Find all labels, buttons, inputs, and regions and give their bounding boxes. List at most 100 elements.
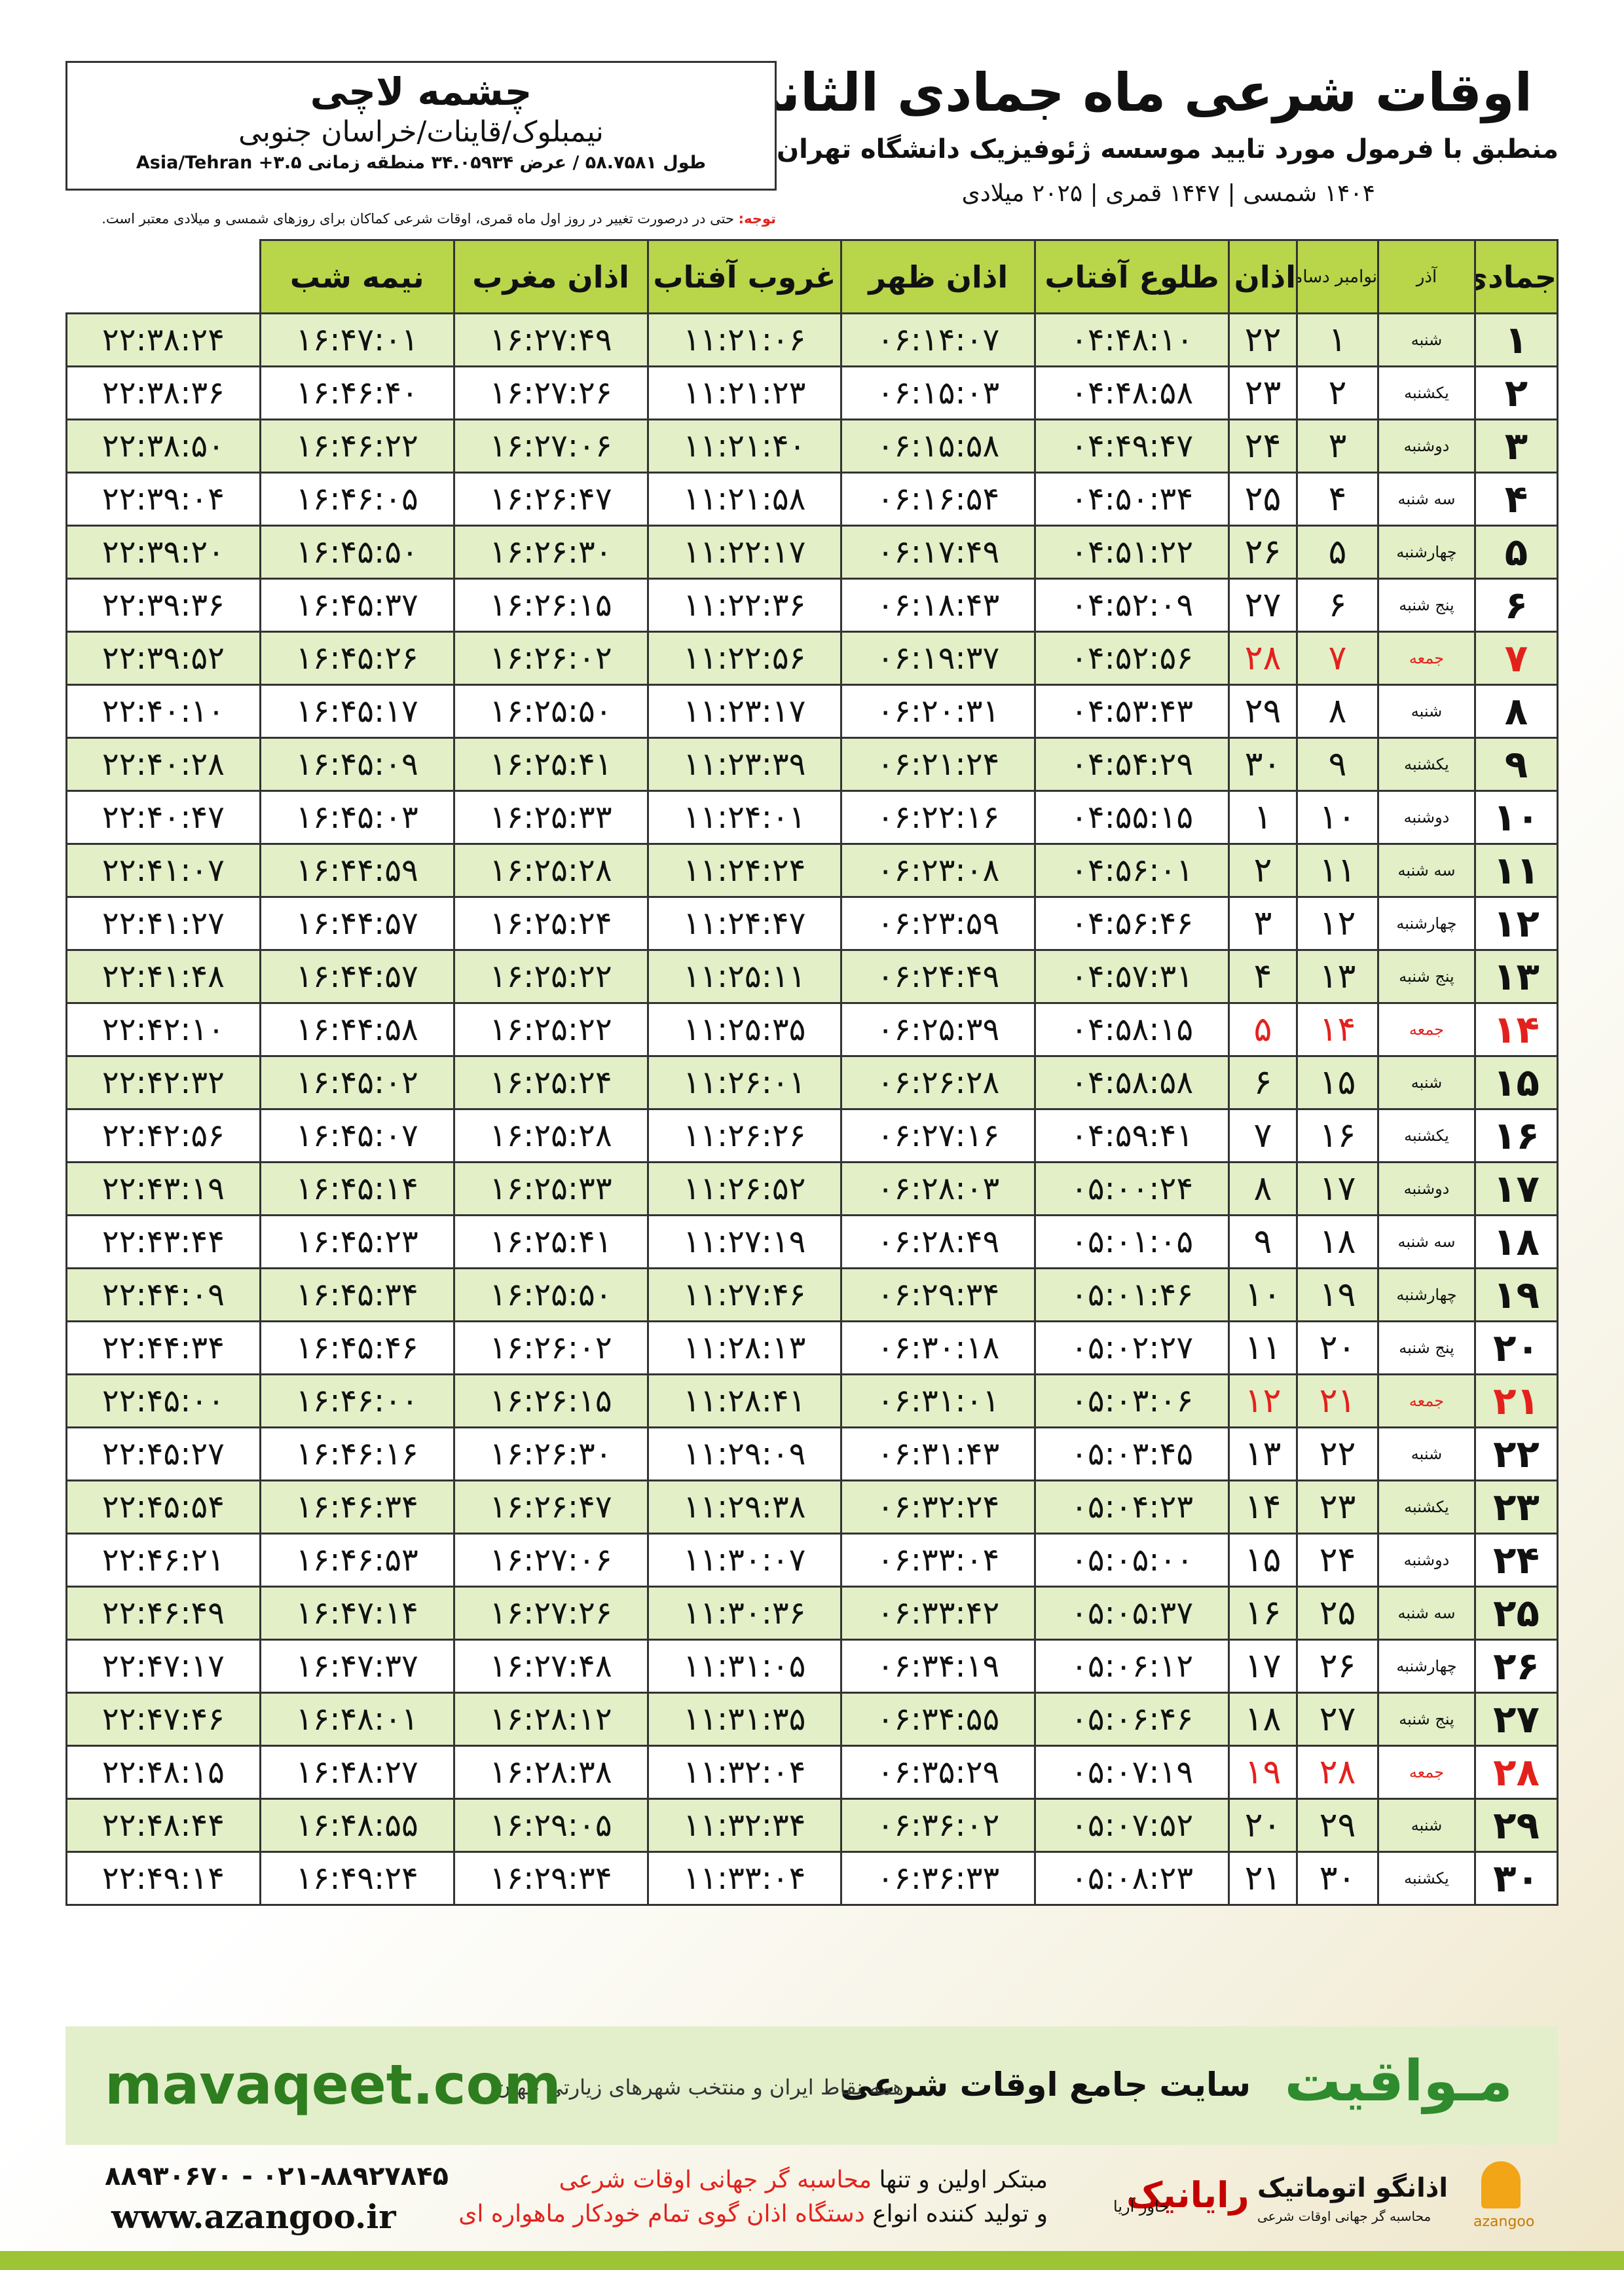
table-cell: ۱۶:۲۹:۳۴: [452, 1851, 649, 1906]
table-cell: ۲۹: [1228, 684, 1298, 739]
table-cell: ۱۶:۲۷:۰۶: [452, 1533, 649, 1588]
table-cell: ۰۶:۱۹:۳۷: [840, 631, 1037, 686]
table-cell: ۲۹: [1296, 1798, 1379, 1853]
table-cell: ۲: [1228, 843, 1298, 898]
table-cell: ۱۶: [1474, 1108, 1559, 1163]
table-cell: جمعه: [1377, 631, 1476, 686]
table-cell: ۱۱:۳۲:۳۴: [646, 1798, 843, 1853]
table-cell: ۱۶:۲۶:۳۰: [452, 525, 649, 580]
table-cell: ۲: [1296, 365, 1379, 420]
table-cell: ۲۰: [1296, 1320, 1379, 1375]
table-cell: ۱۱:۳۰:۰۷: [646, 1533, 843, 1588]
table-cell: ۲۳: [1296, 1479, 1379, 1535]
column-header: اذان مغرب: [452, 239, 649, 314]
table-cell: ۱۹: [1474, 1267, 1559, 1322]
table-cell: ۲۲:۳۹:۰۴: [65, 472, 261, 527]
table-cell: ۲۲:۴۱:۴۸: [65, 949, 261, 1004]
table-cell: جمعه: [1377, 1002, 1476, 1057]
footer-highlight: دستگاه اذان گوی تمام خودکار ماهواره ای: [458, 2201, 865, 2227]
table-cell: ۱۴: [1474, 1002, 1559, 1057]
table-cell: ۱۶:۲۶:۳۰: [452, 1426, 649, 1481]
table-cell: ۱۱:۲۸:۱۳: [646, 1320, 843, 1375]
table-cell: ۱۶:۲۵:۲۸: [452, 1108, 649, 1163]
banner-tagline: سایت جامع اوقات شرعی: [840, 2066, 1251, 2104]
table-cell: ۱۶:۴۸:۵۵: [259, 1798, 455, 1853]
table-cell: ۱۸: [1296, 1214, 1379, 1269]
table-cell: ۱۷: [1474, 1161, 1559, 1216]
table-cell: ۰۵:۰۱:۴۶: [1034, 1267, 1230, 1322]
table-cell: ۰۶:۳۵:۲۹: [840, 1745, 1037, 1800]
table-cell: ۲۲:۴۰:۱۰: [65, 684, 261, 739]
table-cell: شنبه: [1377, 1426, 1476, 1481]
table-cell: ۰۵:۰۱:۰۵: [1034, 1214, 1230, 1269]
footer-website[interactable]: www.azangoo.ir: [111, 2197, 396, 2236]
logo-latin: azangoo: [1473, 2214, 1535, 2230]
table-cell: ۲۲:۴۱:۲۷: [65, 896, 261, 951]
table-cell: ۳: [1228, 896, 1298, 951]
table-row: ۵ چهارشنبه ۵ ۲۶ ۰۴:۵۱:۲۲ ۰۶:۱۷:۴۹ ۱۱:۲۲:۱۷ ۱۶:۲…: [65, 525, 1559, 580]
table-cell: ۸: [1228, 1161, 1298, 1216]
banner-url[interactable]: mavaqeet.com: [105, 2053, 561, 2117]
banner: مـواقیت سایت جامع اوقات شرعی همه نقاط ای…: [65, 2026, 1559, 2145]
table-cell: ۰۵:۰۶:۴۶: [1034, 1692, 1230, 1747]
table-cell: ۰۶:۲۸:۴۹: [840, 1214, 1037, 1269]
table-cell: ۱۶:۲۵:۵۰: [452, 1267, 649, 1322]
table-cell: ۱۶:۴۹:۲۴: [259, 1851, 455, 1906]
table-cell: ۲۲:۴۵:۰۰: [65, 1373, 261, 1428]
footer-phones: ۰۲۱-۸۸۹۲۷۸۴۵ - ۸۸۹۳۰۶۷۰: [105, 2161, 449, 2191]
table-cell: ۰۶:۳۳:۴۲: [840, 1586, 1037, 1641]
dates: ۱۴۰۴ شمسی | ۱۴۴۷ قمری | ۲۰۲۵ میلادی: [961, 180, 1375, 207]
table-cell: ۰۴:۵۳:۴۳: [1034, 684, 1230, 739]
table-cell: ۲۲:۴۲:۱۰: [65, 1002, 261, 1057]
table-cell: ۱۶:۲۷:۴۹: [452, 312, 649, 367]
table-cell: ۷: [1296, 631, 1379, 686]
table-cell: ۱۶:۴۵:۰۳: [259, 790, 455, 845]
table-row: ۱ شنبه ۱ ۲۲ ۰۴:۴۸:۱۰ ۰۶:۱۴:۰۷ ۱۱:۲۱:۰۶ ۱۶:۲۷:۴۹…: [65, 312, 1559, 367]
table-cell: ۰۶:۲۹:۳۴: [840, 1267, 1037, 1322]
table-cell: ۰۵:۰۲:۲۷: [1034, 1320, 1230, 1375]
table-cell: ۲۲:۳۸:۵۰: [65, 419, 261, 474]
table-cell: ۰۴:۴۸:۱۰: [1034, 312, 1230, 367]
table-cell: ۱۶:۲۵:۳۳: [452, 1161, 649, 1216]
table-row: ۷ جمعه ۷ ۲۸ ۰۴:۵۲:۵۶ ۰۶:۱۹:۳۷ ۱۱:۲۲:۵۶ ۱۶:۲۶:۰۲…: [65, 631, 1559, 686]
note: توجه: حتی در درصورت تغییر در روز اول ماه…: [65, 211, 776, 227]
table-cell: ۲۲:۴۳:۴۴: [65, 1214, 261, 1269]
table-row: ۱۱ سه شنبه ۱۱ ۲ ۰۴:۵۶:۰۱ ۰۶:۲۳:۰۸ ۱۱:۲۴:۲۴ ۱۶:۲…: [65, 843, 1559, 898]
table-cell: یکشنبه: [1377, 1479, 1476, 1535]
table-cell: ۰۶:۳۴:۵۵: [840, 1692, 1037, 1747]
table-cell: ۰۴:۵۸:۱۵: [1034, 1002, 1230, 1057]
footer-text: و تولید کننده انواع: [872, 2201, 1048, 2227]
table-cell: ۱۶:۴۶:۱۶: [259, 1426, 455, 1481]
table-cell: ۸: [1474, 684, 1559, 739]
table-cell: ۲۲:۴۶:۴۹: [65, 1586, 261, 1641]
table-cell: ۹: [1228, 1214, 1298, 1269]
column-header: جمادی الثانی: [1474, 239, 1559, 314]
table-cell: ۱۱:۲۲:۳۶: [646, 578, 843, 633]
table-cell: ۲۲:۴۹:۱۴: [65, 1851, 261, 1906]
table-row: ۹ یکشنبه ۹ ۳۰ ۰۴:۵۴:۲۹ ۰۶:۲۱:۲۴ ۱۱:۲۳:۳۹ ۱۶:۲۵:…: [65, 737, 1559, 792]
logo-icon: [1481, 2161, 1521, 2208]
table-cell: ۱۶:۴۵:۰۷: [259, 1108, 455, 1163]
table-cell: ۱۱:۳۲:۰۴: [646, 1745, 843, 1800]
table-cell: ۲۲:۳۹:۵۲: [65, 631, 261, 686]
table-cell: ۰۶:۲۵:۳۹: [840, 1002, 1037, 1057]
table-cell: ۱۶:۲۶:۱۵: [452, 1373, 649, 1428]
column-header: اذان صبح: [1228, 239, 1298, 314]
table-cell: ۱۵: [1474, 1055, 1559, 1110]
table-row: ۲۷ پنج شنبه ۲۷ ۱۸ ۰۵:۰۶:۴۶ ۰۶:۳۴:۵۵ ۱۱:۳۱:۳۵ ۱۶…: [65, 1692, 1559, 1747]
table-cell: ۱۶:۲۸:۱۲: [452, 1692, 649, 1747]
table-cell: ۲۷: [1228, 578, 1298, 633]
table-cell: ۱۶:۴۵:۱۴: [259, 1161, 455, 1216]
table-cell: ۱۶:۴۶:۰۰: [259, 1373, 455, 1428]
table-cell: ۱۰: [1474, 790, 1559, 845]
table-row: ۱۹ چهارشنبه ۱۹ ۱۰ ۰۵:۰۱:۴۶ ۰۶:۲۹:۳۴ ۱۱:۲۷:۴۶ ۱۶…: [65, 1267, 1559, 1322]
table-cell: چهارشنبه: [1377, 1267, 1476, 1322]
table-cell: ۲۲:۳۸:۳۶: [65, 365, 261, 420]
table-cell: ۱۶:۴۶:۰۵: [259, 472, 455, 527]
bottom-strip: [0, 2251, 1624, 2270]
table-cell: ۱۰: [1296, 790, 1379, 845]
table-cell: ۱۶:۲۵:۵۰: [452, 684, 649, 739]
table-cell: ۱۶:۴۶:۳۴: [259, 1479, 455, 1535]
location-coords: طول ۵۸.۷۵۸۱ / عرض ۳۴.۰۵۹۳۴ منطقه زمانی ۳…: [136, 153, 707, 173]
